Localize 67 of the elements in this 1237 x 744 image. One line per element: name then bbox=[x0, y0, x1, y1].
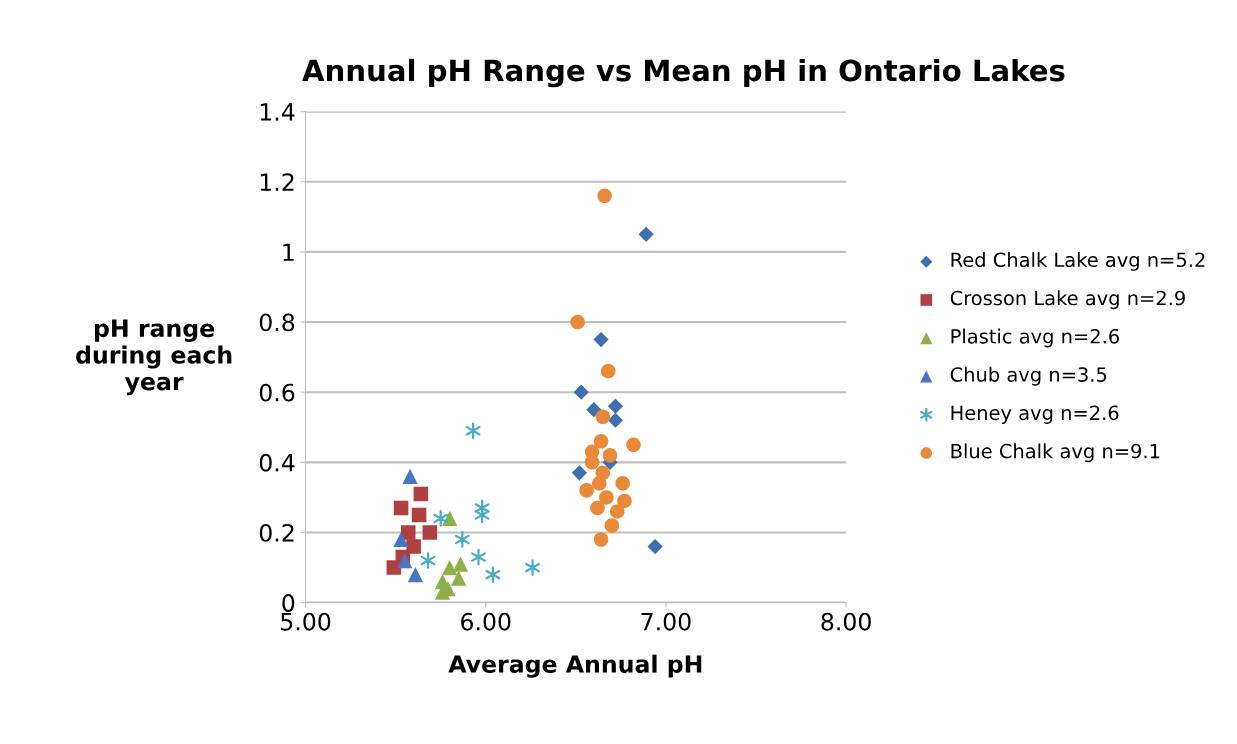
legend-label: Heney avg n=2.6 bbox=[951, 405, 1119, 424]
y-tick-label: 1 bbox=[283, 243, 294, 261]
point bbox=[571, 465, 588, 481]
point bbox=[593, 532, 609, 547]
point bbox=[615, 476, 630, 491]
y-tick-label: 1.4 bbox=[260, 103, 295, 121]
point bbox=[595, 465, 611, 481]
point bbox=[584, 455, 600, 470]
x-axis-title: Average Annual pH bbox=[448, 654, 702, 678]
x-tick-label: 8.00 bbox=[821, 612, 871, 631]
point bbox=[485, 566, 501, 583]
point bbox=[600, 363, 616, 379]
point bbox=[609, 504, 625, 519]
point bbox=[525, 559, 540, 576]
point bbox=[422, 525, 438, 540]
point bbox=[397, 552, 413, 569]
point bbox=[413, 486, 429, 502]
point bbox=[411, 507, 427, 523]
point bbox=[420, 552, 436, 569]
point bbox=[442, 559, 458, 576]
point bbox=[617, 493, 632, 509]
point bbox=[586, 402, 602, 418]
point bbox=[442, 510, 458, 527]
point bbox=[451, 570, 467, 586]
point bbox=[406, 539, 421, 554]
point bbox=[452, 556, 469, 572]
legend-label: Chub avg n=3.5 bbox=[950, 366, 1107, 386]
x-tick-label: 5.00 bbox=[281, 612, 331, 631]
point bbox=[647, 538, 663, 555]
point bbox=[604, 518, 620, 533]
point bbox=[607, 412, 624, 428]
y-tick-label: 0.8 bbox=[259, 313, 295, 332]
point bbox=[454, 531, 470, 548]
x-tick-label: 6.00 bbox=[461, 612, 511, 631]
y-tick-label: 1.2 bbox=[260, 173, 294, 191]
chart-title: Annual pH Range vs Mean pH in Ontario Lakes bbox=[302, 58, 1065, 88]
legend-label: Blue Chalk avg n=9.1 bbox=[951, 443, 1160, 463]
point bbox=[570, 314, 585, 330]
point bbox=[607, 398, 624, 414]
point bbox=[465, 422, 481, 440]
point bbox=[573, 384, 589, 400]
point bbox=[599, 490, 614, 505]
legend-label: Plastic avg n=2.6 bbox=[951, 328, 1119, 348]
legend-label: Crosson Lake avg n=2.9 bbox=[950, 290, 1185, 310]
point bbox=[590, 500, 605, 516]
point bbox=[593, 434, 609, 449]
y-tick-label: 0.2 bbox=[259, 523, 294, 542]
point bbox=[626, 437, 641, 453]
point bbox=[407, 566, 424, 583]
y-tick-label: 0.6 bbox=[259, 383, 295, 402]
point bbox=[471, 548, 486, 566]
point bbox=[638, 226, 654, 242]
point bbox=[400, 525, 416, 540]
y-tick-label: 0 bbox=[282, 594, 295, 612]
y-tick-label: 0.4 bbox=[259, 453, 295, 472]
y-axis-title: pH range during each year bbox=[76, 319, 232, 396]
point bbox=[595, 409, 611, 425]
point bbox=[393, 531, 409, 548]
point bbox=[402, 468, 418, 484]
legend-label: Red Chalk Lake avg n=5.2 bbox=[951, 252, 1205, 271]
point bbox=[597, 188, 612, 204]
point bbox=[393, 500, 409, 516]
point bbox=[433, 510, 449, 527]
x-tick-label: 7.00 bbox=[641, 612, 691, 631]
point bbox=[602, 448, 618, 463]
point bbox=[579, 483, 594, 498]
point bbox=[593, 331, 609, 348]
